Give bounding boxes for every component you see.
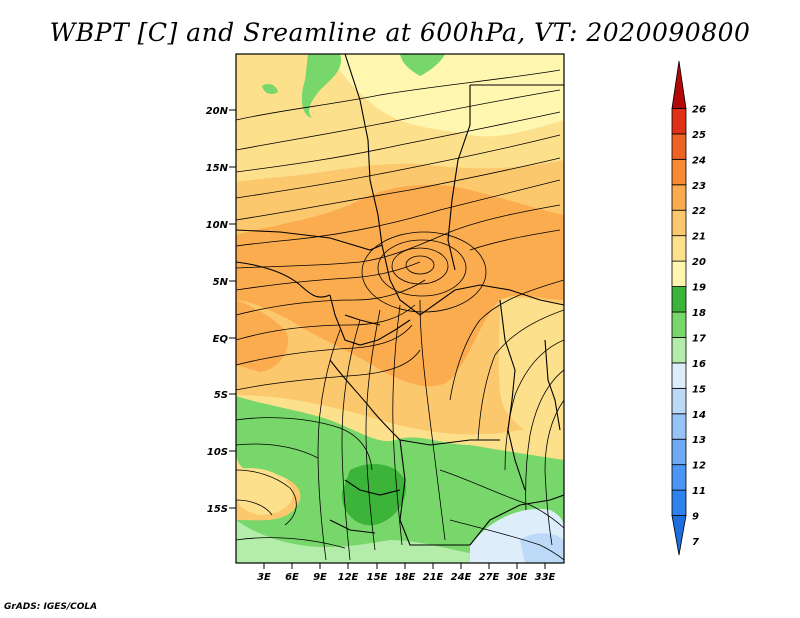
colorbar-label: 15 bbox=[692, 384, 706, 395]
plot-area bbox=[236, 54, 564, 563]
colorbar-label: 13 bbox=[692, 435, 706, 446]
colorbar-segment bbox=[671, 108, 687, 135]
plot-frame bbox=[235, 53, 565, 564]
colorbar-label: 14 bbox=[692, 410, 706, 421]
colorbar-label: 24 bbox=[692, 155, 706, 166]
lat-label-20n: 20N bbox=[206, 106, 229, 117]
country-boundaries bbox=[236, 54, 564, 546]
lat-label-15n: 15N bbox=[206, 163, 229, 174]
colorbar-segment bbox=[671, 286, 687, 313]
colorbar-label: 9 bbox=[692, 512, 699, 523]
colorbar-label: 12 bbox=[692, 461, 706, 472]
map-title: WBPT [C] and Sreamline at 600hPa, VT: 20… bbox=[49, 18, 751, 47]
lon-label-18e: 18E bbox=[395, 572, 416, 583]
lat-label-eq: EQ bbox=[213, 334, 229, 345]
lon-axis: 3E 6E 9E 12E 15E 18E 21E 24E 27E 30E 33E bbox=[257, 563, 556, 583]
colorbar-segment bbox=[671, 311, 687, 338]
credit-text: GrADS: IGES/COLA bbox=[4, 602, 98, 612]
colorbar-label: 16 bbox=[692, 359, 706, 370]
wbpt-green-south-light bbox=[236, 520, 480, 563]
colorbar-segment bbox=[671, 515, 687, 556]
colorbar-segment bbox=[671, 387, 687, 415]
colorbar-label: 17 bbox=[692, 333, 706, 344]
lon-label-12e: 12E bbox=[338, 572, 359, 583]
colorbar-label: 25 bbox=[692, 130, 706, 141]
wbpt-green-dark-patch bbox=[341, 464, 406, 526]
wbpt-band-21-west bbox=[236, 300, 289, 373]
lon-label-21e: 21E bbox=[423, 572, 444, 583]
lat-label-5s: 5S bbox=[214, 390, 228, 401]
colorbar-label: 23 bbox=[692, 181, 706, 192]
colorbar-label: 21 bbox=[692, 232, 706, 243]
colorbar-segment bbox=[671, 235, 687, 262]
colorbar-segment bbox=[671, 60, 687, 109]
colorbar-segment bbox=[671, 337, 687, 364]
colorbar-segment bbox=[671, 362, 687, 389]
colorbar-segment bbox=[671, 209, 687, 237]
lon-label-3e: 3E bbox=[257, 572, 271, 583]
colorbar-label: 18 bbox=[692, 308, 706, 319]
lon-label-27e: 27E bbox=[479, 572, 500, 583]
colorbar-segment bbox=[671, 464, 687, 491]
lat-label-15s: 15S bbox=[207, 504, 228, 515]
wbpt-green-north-2 bbox=[400, 54, 445, 76]
lat-label-10s: 10S bbox=[207, 447, 228, 458]
colorbar-label: 20 bbox=[692, 257, 706, 268]
lon-label-9e: 9E bbox=[313, 572, 327, 583]
lat-axis: 20N 15N 10N 5N EQ 5S 10S 15S bbox=[206, 106, 236, 515]
colorbar-label: 19 bbox=[692, 283, 706, 294]
lon-label-6e: 6E bbox=[285, 572, 299, 583]
lat-label-10n: 10N bbox=[206, 220, 229, 231]
lat-label-5n: 5N bbox=[213, 277, 229, 288]
colorbar-segment bbox=[671, 413, 687, 440]
colorbar-segment bbox=[671, 184, 687, 211]
wbpt-green-north-3 bbox=[262, 84, 278, 94]
lon-label-15e: 15E bbox=[367, 572, 388, 583]
colorbar-label: 22 bbox=[692, 206, 706, 217]
wbpt-blue-se bbox=[520, 533, 564, 563]
wbpt-green-north-1 bbox=[301, 54, 341, 118]
lon-label-30e: 30E bbox=[507, 572, 528, 583]
colorbar-segment bbox=[671, 133, 687, 160]
wbpt-band-18-north bbox=[330, 54, 564, 137]
wbpt-band-20-east bbox=[498, 297, 564, 441]
wbpt-band-21-central bbox=[236, 184, 564, 387]
colorbar-label: 7 bbox=[692, 537, 699, 548]
colorbar-segment bbox=[671, 438, 687, 466]
colorbar-segment bbox=[671, 158, 687, 186]
colorbar-segment bbox=[671, 489, 687, 516]
colorbar-label: 11 bbox=[692, 486, 706, 497]
lon-label-33e: 33E bbox=[535, 572, 556, 583]
lon-label-24e: 24E bbox=[451, 572, 472, 583]
colorbar: 7 9 11 12 13 14 15 16 17 18 19 20 21 22 23 24 25 26 bbox=[671, 60, 706, 556]
colorbar-label: 26 bbox=[692, 104, 706, 115]
colorbar-segment bbox=[671, 260, 687, 287]
